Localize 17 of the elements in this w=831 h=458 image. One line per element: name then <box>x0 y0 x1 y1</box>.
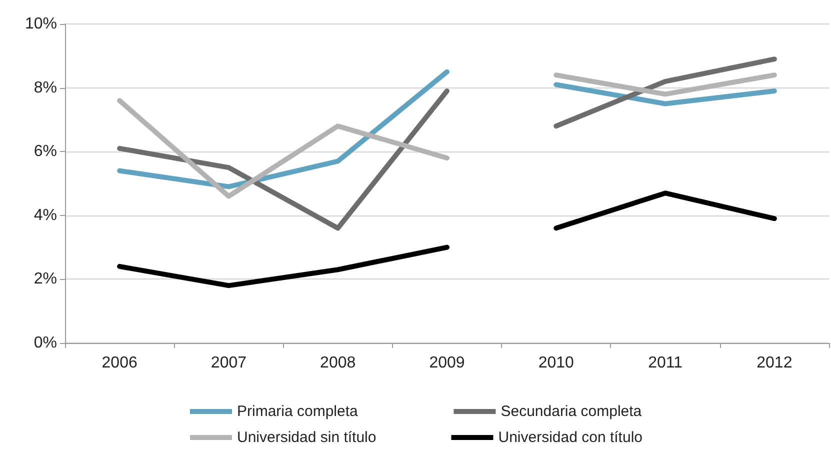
legend-label: Universidad con título <box>498 429 718 446</box>
y-tick-label: 2% <box>34 270 57 288</box>
y-tick-label: 4% <box>34 206 57 224</box>
x-tick-label: 2006 <box>102 354 138 372</box>
legend-label: Primaria completa <box>237 403 454 420</box>
legend-label: Universidad sin título <box>237 429 452 446</box>
x-tick-label: 2010 <box>538 354 574 372</box>
y-tick-label: 0% <box>34 334 57 352</box>
x-tick-label: 2008 <box>320 354 356 372</box>
y-tick-label: 10% <box>24 16 57 32</box>
x-tick-label: 2009 <box>429 354 465 372</box>
legend-label: Secundaria completa <box>500 403 730 420</box>
x-tick-label: 2007 <box>210 354 247 372</box>
y-tick-label: 8% <box>34 79 57 96</box>
x-tick-label: 2011 <box>648 354 683 372</box>
y-tick-label: 6% <box>34 143 57 160</box>
x-tick-label: 2012 <box>756 354 792 372</box>
